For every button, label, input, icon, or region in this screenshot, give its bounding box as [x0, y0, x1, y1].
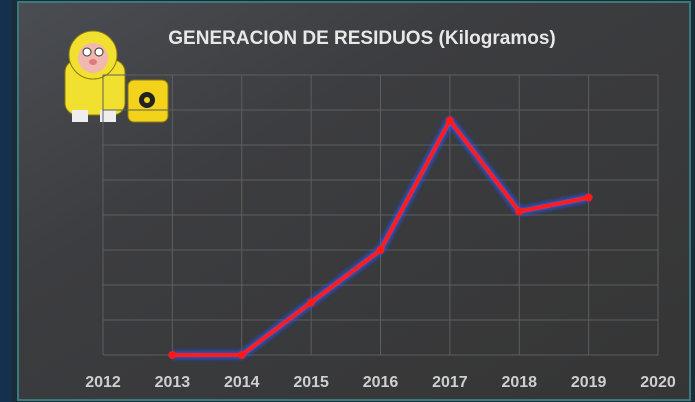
data-point: [307, 299, 315, 307]
chart-title: GENERACION DE RESIDUOS (Kilogramos): [168, 28, 555, 49]
x-tick-label: 2013: [155, 374, 191, 391]
x-tick-label: 2020: [640, 374, 676, 391]
data-point: [168, 351, 176, 359]
x-tick-label: 2018: [501, 374, 537, 391]
side-strip: [0, 0, 12, 402]
chart: GENERACION DE RESIDUOS (Kilogramos) 2012…: [0, 0, 695, 402]
x-tick-label: 2016: [363, 374, 399, 391]
x-tick-label: 2019: [571, 374, 607, 391]
data-point: [515, 208, 523, 216]
x-tick-label: 2014: [224, 374, 260, 391]
data-point: [238, 351, 246, 359]
data-point: [446, 117, 454, 125]
x-tick-label: 2017: [432, 374, 468, 391]
x-tick-label: 2012: [85, 374, 121, 391]
data-point: [377, 246, 385, 254]
page: GENERACION DE RESIDUOS (Kilogramos) 2012…: [0, 0, 695, 402]
x-tick-label: 2015: [293, 374, 329, 391]
data-point: [585, 194, 593, 202]
